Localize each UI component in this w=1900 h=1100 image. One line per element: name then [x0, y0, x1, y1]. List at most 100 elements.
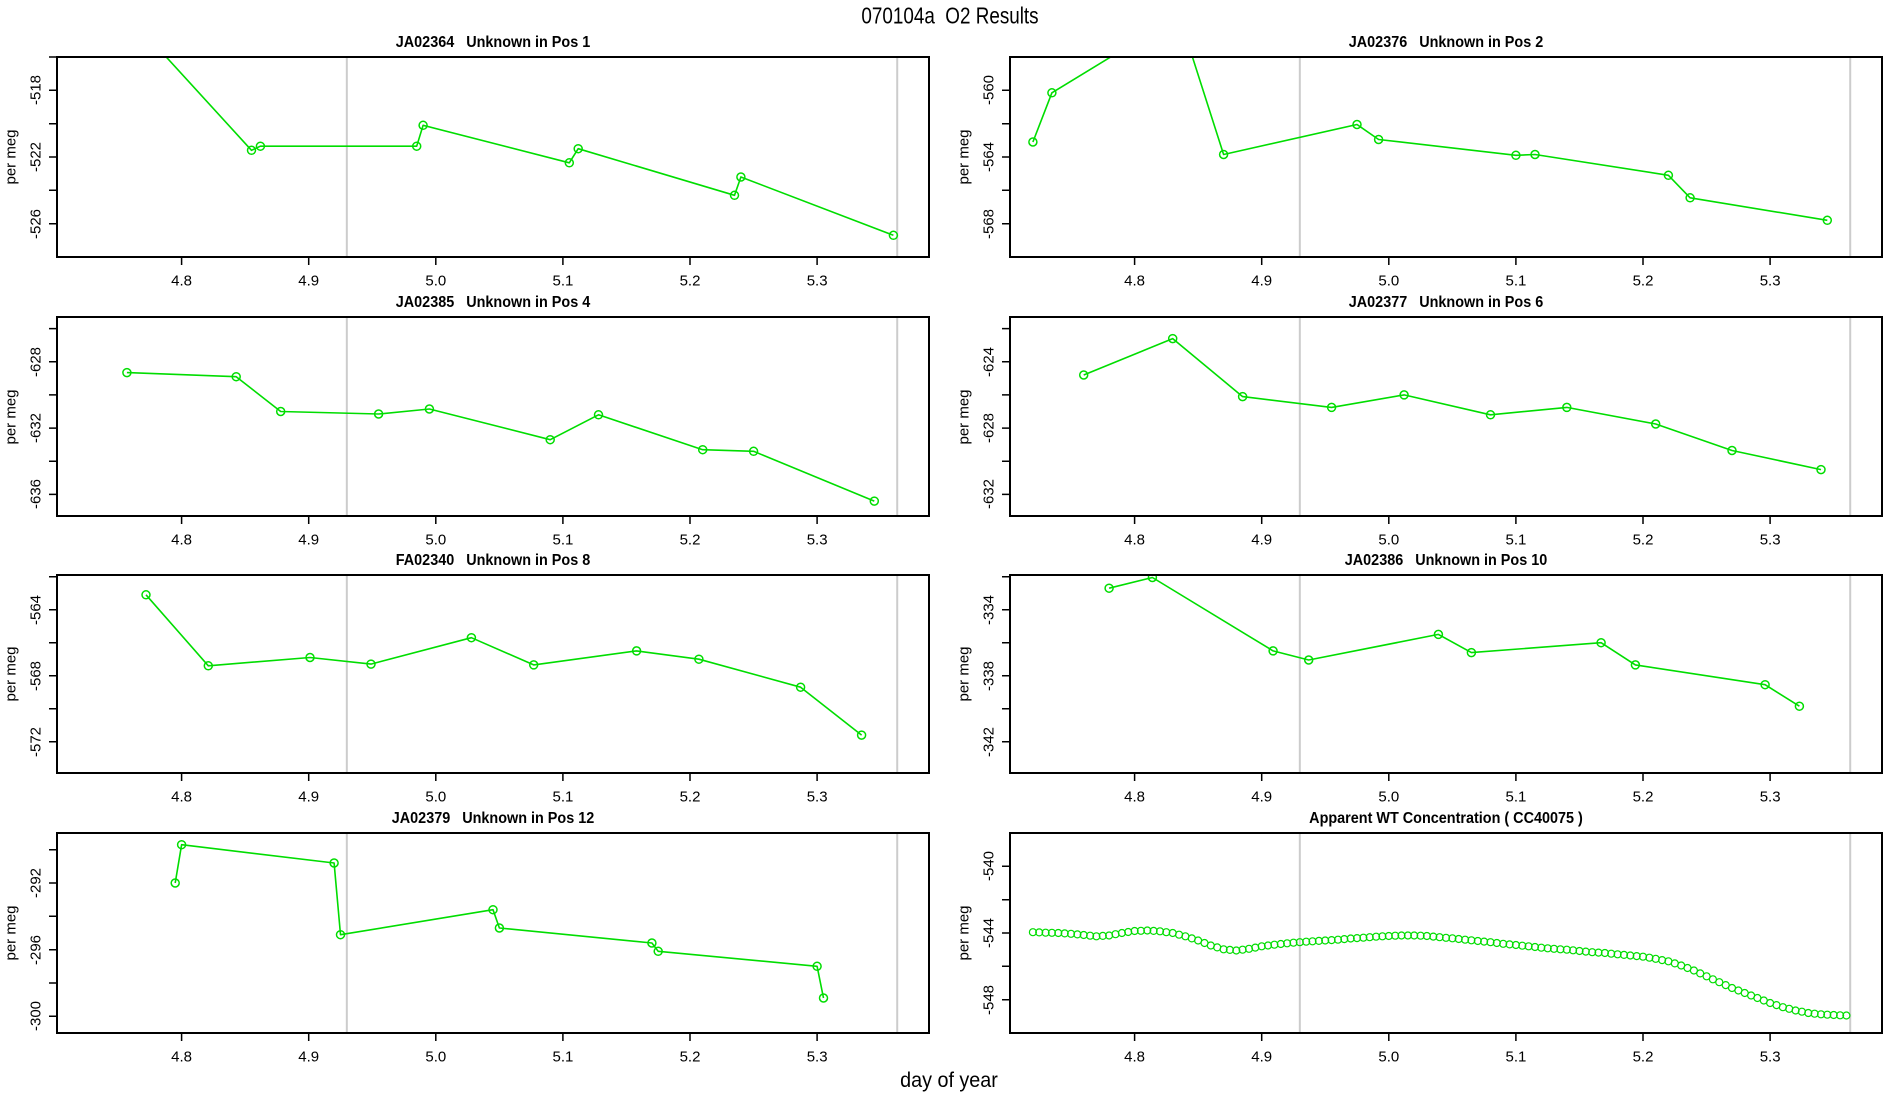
data-point-marker: [246, 145, 257, 156]
data-point-marker: [1147, 575, 1158, 583]
y-tick-label: -564: [980, 141, 998, 173]
data-point-marker: [1804, 1008, 1813, 1018]
y-axis-label: per meg: [955, 129, 973, 185]
data-points: [122, 367, 880, 506]
y-tick-label: -300: [27, 1001, 45, 1032]
data-point-marker: [1111, 930, 1120, 939]
data-point-marker: [1630, 660, 1641, 670]
plot-border: [1009, 56, 1883, 258]
data-point-marker: [1460, 935, 1470, 944]
panel-ja02386-pos-10: [1002, 574, 1883, 781]
x-tick-label: 4.9: [298, 788, 320, 806]
x-tick-label: 5.1: [1505, 531, 1527, 549]
y-tick-label: -292: [27, 867, 45, 899]
data-point-marker: [1650, 419, 1661, 429]
x-tick-label: 4.8: [1124, 272, 1145, 290]
data-point-marker: [1433, 629, 1444, 640]
panel-title-apparent-wt-cc40075: Apparent WT Concentration ( CC40075 ): [1309, 810, 1583, 827]
data-point-marker: [573, 143, 583, 154]
data-point-marker: [795, 682, 806, 692]
x-axis-label: day of year: [900, 1069, 998, 1092]
y-tick-label: -632: [980, 479, 998, 510]
data-point-marker: [1562, 402, 1572, 413]
y-tick-label: -548: [980, 984, 998, 1015]
data-points: [1028, 926, 1851, 1020]
x-tick-label: 5.1: [1505, 788, 1527, 806]
data-point-marker: [1219, 945, 1228, 954]
y-axis-label: per meg: [2, 646, 20, 702]
data-point-marker: [564, 158, 575, 168]
data-point-marker: [1619, 950, 1629, 960]
y-tick-label: -636: [27, 479, 45, 510]
x-tick-label: 5.0: [1378, 272, 1400, 290]
panel-ja02379-pos-12: [49, 832, 930, 1041]
data-point-marker: [141, 590, 151, 600]
x-tick-label: 5.2: [1632, 272, 1654, 290]
series-line: [145, 594, 863, 736]
data-point-marker: [528, 660, 539, 670]
panel-fa02340-pos-8: [49, 574, 930, 781]
y-axis-label: per meg: [2, 388, 20, 445]
data-point-marker: [203, 661, 214, 671]
data-point-marker: [1530, 149, 1540, 160]
data-point-marker: [1130, 926, 1139, 936]
x-tick-label: 4.8: [171, 1048, 192, 1066]
data-point-marker: [1403, 931, 1413, 940]
panel-title-ja02376-pos-2: JA02376 Unknown in Pos 2: [1348, 34, 1544, 51]
data-point-marker: [418, 120, 428, 131]
x-tick-label: 5.2: [1632, 1048, 1654, 1066]
y-tick-label: -334: [980, 594, 998, 625]
x-tick-label: 5.0: [425, 531, 447, 549]
series-ja02379-pos-12: [170, 839, 829, 1003]
plot-border: [1009, 574, 1883, 774]
x-tick-label: 5.2: [679, 788, 701, 806]
data-point-marker: [1041, 928, 1050, 937]
panel-title-ja02379-pos-12: JA02379 Unknown in Pos 12: [391, 810, 595, 827]
series-apparent-wt-cc40075: [1028, 926, 1851, 1020]
x-tick-label: 5.1: [1505, 1048, 1527, 1066]
x-tick-label: 5.3: [1759, 272, 1781, 290]
y-tick-label: -628: [27, 346, 45, 377]
data-point-marker: [888, 230, 899, 241]
x-tick-label: 5.3: [1759, 1048, 1781, 1066]
y-axis-label: per meg: [2, 129, 20, 185]
x-tick-label: 5.0: [425, 788, 447, 806]
data-points: [170, 839, 829, 1003]
figure-title: 070104a O2 Results: [861, 2, 1039, 29]
data-point-marker: [335, 929, 346, 940]
x-tick-label: 5.3: [806, 272, 828, 290]
series-line: [1032, 57, 1828, 222]
x-tick-label: 4.8: [171, 531, 192, 549]
plot-border: [56, 574, 930, 774]
axis-ticks: [1002, 865, 1771, 1041]
data-point-marker: [697, 444, 708, 455]
data-point-marker: [1511, 150, 1521, 161]
data-point-marker: [653, 946, 663, 957]
data-point-marker: [1028, 928, 1038, 937]
data-point-marker: [1218, 149, 1229, 160]
panel-title-ja02364-pos-1: JA02364 Unknown in Pos 1: [395, 34, 591, 51]
data-point-marker: [1760, 679, 1770, 690]
data-point-marker: [1237, 391, 1248, 402]
y-tick-label: -296: [27, 934, 45, 965]
x-tick-label: 4.9: [298, 1048, 320, 1066]
data-point-marker: [1562, 945, 1571, 954]
data-point-marker: [1098, 931, 1107, 941]
data-point-marker: [1175, 11, 1183, 19]
series-line: [165, 57, 894, 237]
y-axis-label: per meg: [955, 646, 973, 702]
data-point-marker: [1486, 938, 1495, 947]
series-line: [1108, 576, 1800, 707]
data-point-marker: [1727, 445, 1737, 456]
data-point-marker: [494, 923, 505, 933]
data-point-marker: [424, 404, 435, 414]
data-point-marker: [1416, 931, 1425, 940]
data-point-marker: [869, 496, 880, 506]
data-point-marker: [729, 190, 740, 201]
data-point-marker: [1696, 969, 1705, 978]
data-point-marker: [1359, 933, 1368, 942]
data-point-marker: [1373, 134, 1384, 145]
data-point-marker: [1466, 647, 1477, 658]
data-point-marker: [1473, 936, 1482, 946]
